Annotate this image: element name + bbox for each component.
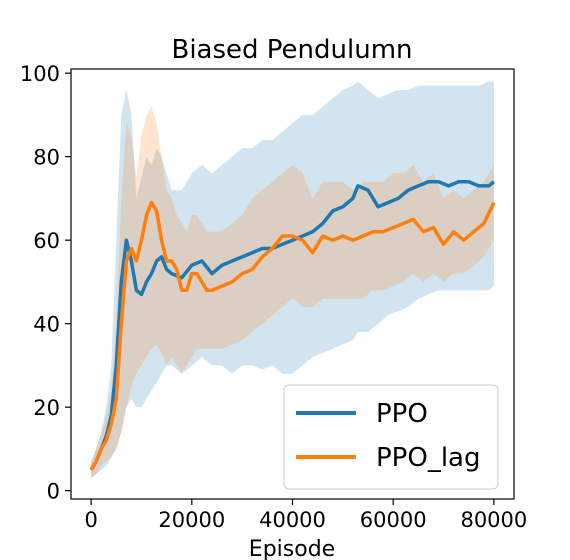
legend-label-ppo: PPO [376,399,428,429]
y-tick-label: 100 [20,62,60,86]
y-tick-label: 40 [33,313,60,337]
x-tick-label: 40000 [259,508,326,532]
y-tick-label: 0 [47,480,60,504]
x-tick-label: 60000 [360,508,427,532]
y-axis-ticks: 0 20 40 60 80 100 [20,62,71,504]
chart-title: Biased Pendulumn [171,35,412,65]
x-tick-label: 80000 [460,508,527,532]
x-axis-ticks: 0 20000 40000 60000 80000 [84,499,527,532]
x-axis-label: Episode [249,537,335,560]
y-tick-label: 60 [33,229,60,253]
legend: PPO PPO_lag [283,384,499,490]
y-tick-label: 80 [33,146,60,170]
y-tick-label: 20 [33,396,60,420]
line-ppo [89,179,496,471]
band-ppo [91,81,494,479]
series-lines [89,179,496,471]
x-tick-label: 0 [84,508,97,532]
line-ppo-lag [89,200,496,471]
x-tick-label: 20000 [158,508,225,532]
legend-label-ppo-lag: PPO_lag [376,443,480,473]
